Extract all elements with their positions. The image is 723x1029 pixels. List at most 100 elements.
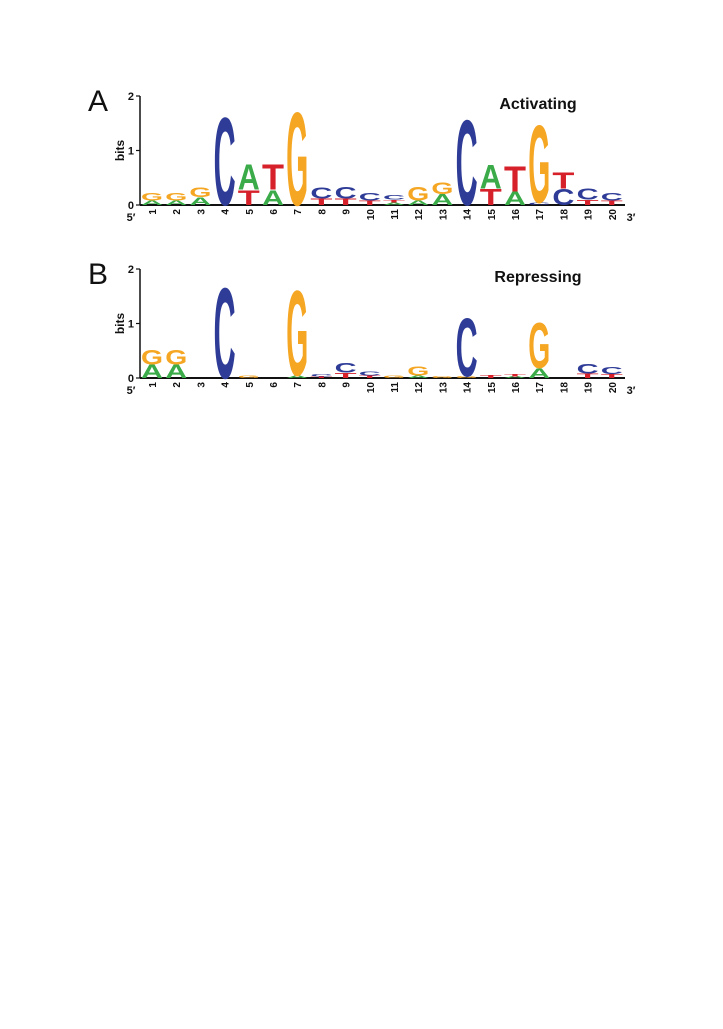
x-tick-label: 8 xyxy=(317,209,328,215)
x-tick-label: 9 xyxy=(342,382,353,388)
logo-letter: T xyxy=(310,376,333,379)
logo-letter: G xyxy=(528,104,550,226)
x-tick-label: 13 xyxy=(438,209,449,221)
logo-letter: A xyxy=(480,157,502,196)
logo-letter: T xyxy=(383,199,406,203)
logo-letter: G xyxy=(165,191,187,204)
x-tick-label: 10 xyxy=(366,209,377,221)
logo-letter: A xyxy=(141,200,163,207)
logo-letter: A xyxy=(504,376,526,379)
x-tick-label: 7 xyxy=(293,209,304,215)
logo-letter: T xyxy=(577,373,599,380)
panel-label: A xyxy=(88,85,108,118)
logo-letter: C xyxy=(456,302,478,395)
logo-letter: A xyxy=(262,186,284,210)
x-tick-label: 8 xyxy=(317,382,328,388)
x-tick-label: 13 xyxy=(438,382,449,394)
logo-letter: G xyxy=(431,375,453,378)
y-tick-label: 2 xyxy=(128,264,134,276)
logo-letter: A xyxy=(383,202,405,206)
x-tick-label: 4 xyxy=(221,209,232,215)
x-tick-label: 12 xyxy=(414,209,425,221)
chart-title: Repressing xyxy=(494,269,581,286)
logo-letter: G xyxy=(383,375,405,379)
x-tick-label: 16 xyxy=(511,209,522,221)
y-tick-label: 1 xyxy=(128,146,134,158)
logo-letter: C xyxy=(577,362,599,377)
logo-letter: C xyxy=(359,371,381,377)
x-tick-label: 6 xyxy=(269,382,280,388)
logo-letter: C xyxy=(310,373,332,377)
logo-letter: C xyxy=(359,191,381,204)
x-tick-label: 15 xyxy=(487,209,498,221)
logo-letter: C xyxy=(528,202,550,206)
logo-letter: A xyxy=(407,375,429,379)
logo-letter: G xyxy=(165,345,187,369)
logo-letter: A xyxy=(189,195,211,208)
y-axis-label: bits xyxy=(113,140,127,162)
logo-letter: C xyxy=(214,93,236,233)
logo-letter: A xyxy=(286,375,308,379)
x-tick-label: 10 xyxy=(366,382,377,394)
y-tick-label: 2 xyxy=(128,91,134,103)
logo-letter: G xyxy=(431,179,453,198)
x-tick-label: 17 xyxy=(535,382,546,394)
logo-letter: A xyxy=(238,159,260,198)
x-tick-label: 14 xyxy=(463,382,474,394)
logo-letter: T xyxy=(310,197,332,207)
y-tick-label: 1 xyxy=(128,319,134,331)
logo-letter: G xyxy=(189,185,211,200)
logo-letter: C xyxy=(214,261,236,405)
logo-letter: T xyxy=(552,168,574,194)
x-tick-label: 11 xyxy=(390,209,401,220)
logo-letter: T xyxy=(238,186,261,210)
x-tick-label: 2 xyxy=(172,382,183,388)
logo-letter: A xyxy=(407,200,429,207)
x-tick-label: 20 xyxy=(608,209,619,221)
x-tick-label: 3 xyxy=(196,382,207,388)
logo-letter: C xyxy=(310,186,332,203)
logo-letter: C xyxy=(335,184,357,203)
logo-letter: T xyxy=(335,371,357,380)
panel-label: B xyxy=(88,258,108,291)
x-tick-label: 2 xyxy=(172,209,183,215)
x-tick-label: 19 xyxy=(584,382,595,394)
logo-letter: A xyxy=(504,187,526,209)
x-tick-label: 4 xyxy=(221,382,232,388)
y-tick-label: 0 xyxy=(128,200,134,212)
x-tick-label: 1 xyxy=(148,209,159,215)
logo-letter: C xyxy=(335,361,357,376)
x-tick-label: 17 xyxy=(535,209,546,221)
logo-letter: T xyxy=(480,184,502,210)
logo-letter: C xyxy=(601,191,623,204)
logo-letter: C xyxy=(552,184,574,210)
logo-letter: G xyxy=(141,191,163,204)
y-tick-label: 0 xyxy=(128,373,134,385)
logo-letter: T xyxy=(601,373,623,379)
x-tick-label: 18 xyxy=(559,209,570,221)
x-tick-label: 1 xyxy=(148,382,159,388)
x-tick-label: 3 xyxy=(196,209,207,215)
logo-letter: G xyxy=(238,375,260,379)
start-label: 5′ xyxy=(127,385,136,397)
x-tick-label: 20 xyxy=(608,382,619,394)
logo-letter: C xyxy=(456,94,478,231)
logo-letter: A xyxy=(528,366,550,381)
logo-letter: T xyxy=(577,198,599,207)
x-tick-label: 18 xyxy=(559,382,570,394)
x-tick-label: 6 xyxy=(269,209,280,215)
logo-letter: G xyxy=(286,264,308,401)
x-tick-label: 9 xyxy=(342,209,353,215)
start-label: 5′ xyxy=(127,212,136,224)
end-label: 3′ xyxy=(627,212,636,224)
end-label: 3′ xyxy=(627,385,636,397)
logo-letter: A xyxy=(165,200,187,207)
x-tick-label: 15 xyxy=(487,382,498,394)
logo-letter: T xyxy=(504,373,527,377)
logo-letter: A xyxy=(165,360,187,382)
logo-letter: G xyxy=(456,375,478,378)
x-tick-label: 12 xyxy=(414,382,425,394)
logo-letter: C xyxy=(577,187,599,204)
x-tick-label: 7 xyxy=(293,382,304,388)
